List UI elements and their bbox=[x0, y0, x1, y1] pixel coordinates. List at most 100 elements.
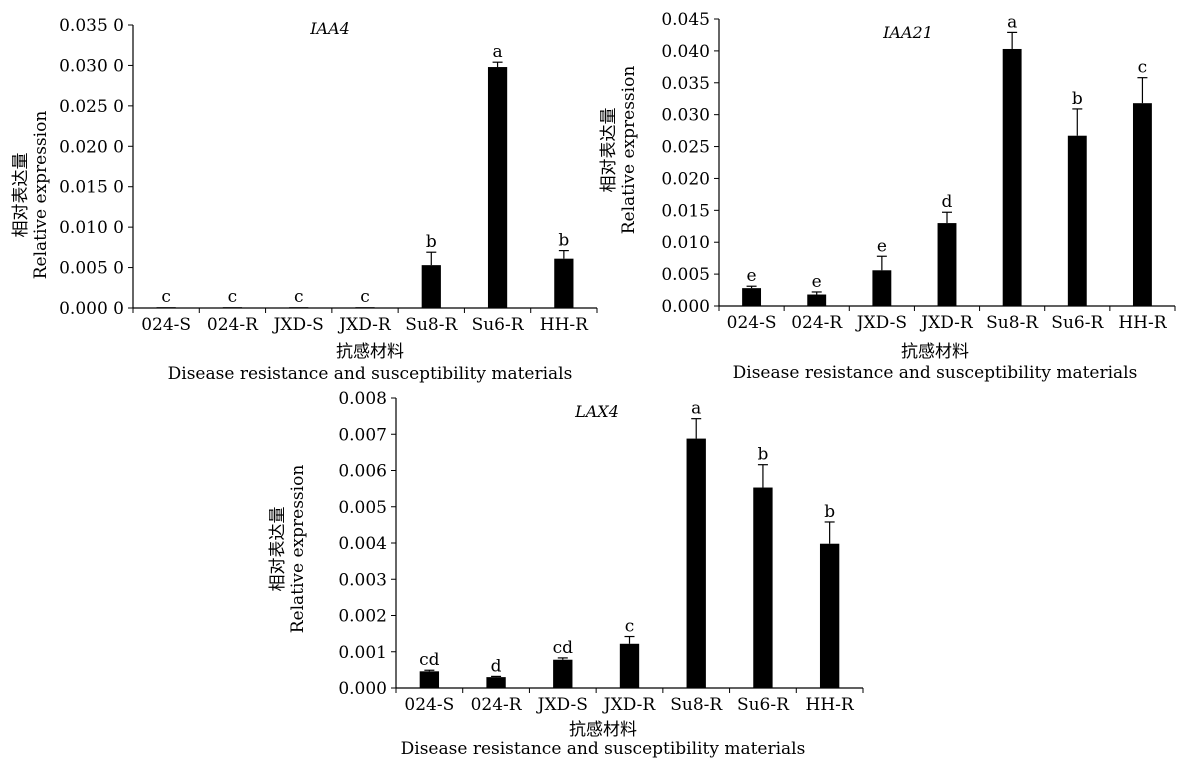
bar bbox=[289, 307, 309, 308]
y-axis-label-en: Relative expression bbox=[288, 465, 308, 634]
y-tick-label: 0.005 bbox=[338, 498, 387, 518]
y-tick-label: 0.035 bbox=[661, 74, 710, 94]
significance-label: d bbox=[491, 656, 502, 676]
y-tick-label: 0.020 bbox=[661, 169, 710, 189]
x-axis-label-en: Disease resistance and susceptibility ma… bbox=[168, 364, 573, 384]
x-axis-label-en: Disease resistance and susceptibility ma… bbox=[401, 739, 806, 759]
significance-label: cd bbox=[419, 650, 440, 670]
significance-label: a bbox=[1007, 12, 1017, 32]
y-tick-label: 0.010 0 bbox=[59, 218, 124, 238]
bar bbox=[222, 307, 243, 308]
significance-label: a bbox=[493, 42, 503, 62]
y-tick-label: 0.000 bbox=[661, 297, 710, 317]
x-category-label: 024-S bbox=[404, 695, 454, 715]
significance-label: c bbox=[625, 617, 635, 637]
x-category-label: Su8-R bbox=[986, 313, 1039, 333]
x-axis-label-cn: 抗感材料 bbox=[901, 342, 969, 362]
significance-label: b bbox=[426, 232, 437, 252]
x-category-label: HH-R bbox=[806, 695, 855, 715]
y-axis-label-cn: 相对表达量 bbox=[599, 108, 619, 193]
bar bbox=[807, 294, 827, 306]
bar bbox=[487, 67, 508, 308]
x-category-label: 024-R bbox=[471, 695, 523, 715]
chart-title: IAA4 bbox=[309, 19, 350, 38]
significance-label: b bbox=[558, 231, 569, 251]
x-category-label: Su6-R bbox=[1051, 313, 1104, 333]
bar bbox=[1067, 135, 1087, 306]
x-category-label: JXD-S bbox=[536, 695, 588, 715]
bar bbox=[619, 643, 640, 688]
x-axis-label-cn: 抗感材料 bbox=[569, 720, 637, 740]
y-tick-label: 0.015 0 bbox=[59, 178, 124, 198]
x-category-label: Su6-R bbox=[472, 315, 525, 335]
y-tick-label: 0.045 bbox=[661, 10, 710, 30]
y-tick-label: 0.035 0 bbox=[59, 16, 124, 36]
bar bbox=[1002, 48, 1022, 306]
y-axis-label-en: Relative expression bbox=[619, 66, 639, 235]
x-category-label: 024-R bbox=[791, 313, 843, 333]
y-tick-label: 0.020 0 bbox=[59, 137, 124, 157]
x-category-label: JXD-R bbox=[337, 315, 392, 335]
significance-label: cd bbox=[553, 638, 574, 658]
significance-label: e bbox=[812, 272, 822, 292]
significance-label: d bbox=[942, 192, 953, 212]
bar bbox=[819, 543, 840, 688]
significance-label: c bbox=[228, 287, 238, 307]
bar bbox=[937, 223, 957, 306]
y-tick-label: 0.008 bbox=[338, 389, 387, 409]
x-axis-label-en: Disease resistance and susceptibility ma… bbox=[733, 363, 1138, 383]
y-tick-label: 0.001 bbox=[338, 643, 387, 663]
x-category-label: JXD-R bbox=[602, 695, 657, 715]
chart-title: IAA21 bbox=[882, 23, 933, 42]
chart-iaa4: 0.000 0 0.005 0 0.010 0 0.015 0 0.020 0 0.025… bbox=[11, 16, 598, 384]
y-tick-label: 0.007 bbox=[338, 425, 387, 445]
significance-label: b bbox=[1072, 89, 1083, 109]
bar bbox=[156, 307, 176, 308]
significance-label: c bbox=[161, 287, 171, 307]
x-category-label: 024-S bbox=[727, 313, 777, 333]
x-category-label: HH-R bbox=[540, 315, 589, 335]
y-tick-label: 0.000 bbox=[338, 679, 387, 699]
y-tick-label: 0.005 0 bbox=[59, 259, 124, 279]
x-category-label: HH-R bbox=[1118, 313, 1167, 333]
y-tick-label: 0.010 bbox=[661, 233, 710, 253]
chart-iaa21: 0.000 0.005 0.010 0.015 0.020 0.025 0.030 0.035… bbox=[599, 10, 1176, 383]
y-tick-label: 0.002 bbox=[338, 607, 387, 627]
y-tick-label: 0.006 bbox=[338, 462, 387, 482]
significance-label: a bbox=[691, 399, 701, 419]
y-tick-label: 0.015 bbox=[661, 201, 710, 221]
y-tick-label: 0.003 bbox=[338, 570, 387, 590]
bar bbox=[421, 265, 441, 308]
bar bbox=[553, 659, 573, 688]
x-category-label: JXD-S bbox=[272, 315, 324, 335]
x-category-label: Su8-R bbox=[670, 695, 723, 715]
significance-label: b bbox=[824, 502, 835, 522]
x-category-label: 024-S bbox=[141, 315, 191, 335]
significance-label: c bbox=[294, 287, 304, 307]
bar bbox=[554, 258, 574, 308]
y-tick-label: 0.000 0 bbox=[59, 299, 124, 319]
chart-lax4: 0.000 0.001 0.002 0.003 0.004 0.005 0.006 0.007… bbox=[268, 389, 864, 759]
bar bbox=[872, 270, 892, 306]
y-tick-label: 0.005 bbox=[661, 265, 710, 285]
bar bbox=[753, 487, 773, 688]
y-tick-label: 0.030 bbox=[661, 106, 710, 126]
y-axis-label-cn: 相对表达量 bbox=[268, 507, 288, 592]
x-category-label: JXD-R bbox=[919, 313, 974, 333]
y-tick-label: 0.030 0 bbox=[59, 56, 124, 76]
bar bbox=[1132, 103, 1152, 306]
significance-label: c bbox=[360, 287, 370, 307]
x-axis-label-cn: 抗感材料 bbox=[336, 342, 404, 362]
y-axis-label-en: Relative expression bbox=[31, 111, 51, 280]
y-tick-label: 0.025 bbox=[661, 138, 710, 158]
significance-label: c bbox=[1138, 58, 1148, 78]
y-axis-label-cn: 相对表达量 bbox=[11, 153, 31, 238]
significance-label: e bbox=[877, 236, 887, 256]
x-category-label: Su8-R bbox=[405, 315, 458, 335]
y-tick-label: 0.025 0 bbox=[59, 97, 124, 117]
bar bbox=[686, 438, 706, 688]
bar bbox=[355, 307, 375, 308]
bar bbox=[486, 677, 506, 688]
x-category-label: Su6-R bbox=[737, 695, 790, 715]
